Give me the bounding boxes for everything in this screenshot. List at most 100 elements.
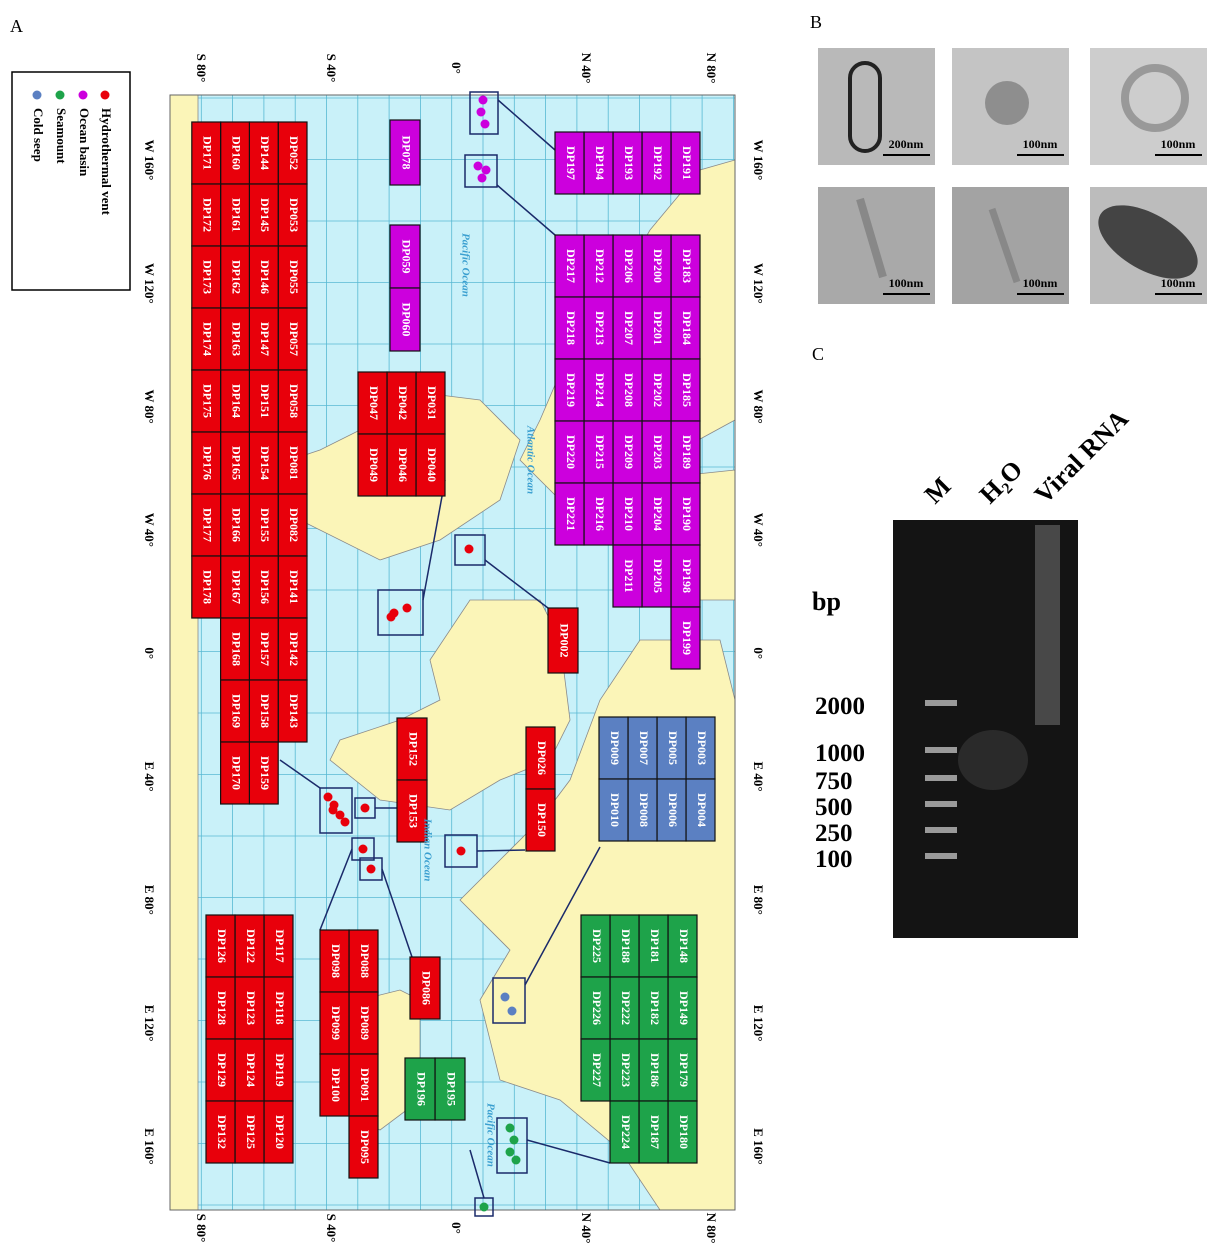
gel-band <box>925 853 957 859</box>
sample-id: DP046 <box>396 448 410 482</box>
sample-box: DP185 <box>671 359 700 421</box>
sample-id: DP167 <box>229 570 243 604</box>
sample-id: DP199 <box>680 621 694 655</box>
sample-id: DP082 <box>287 508 301 542</box>
sample-id: DP081 <box>287 446 301 480</box>
sample-id: DP182 <box>648 991 662 1025</box>
lon-label: E 120° <box>751 1005 766 1042</box>
sample-box: DP194 <box>584 132 613 194</box>
sample-box: DP197 <box>555 132 584 194</box>
sample-id: DP005 <box>666 731 680 765</box>
sample-box: DP166 <box>221 494 250 556</box>
sample-box: DP156 <box>249 556 278 618</box>
sample-id: DP047 <box>367 386 381 420</box>
sample-id: DP142 <box>287 632 301 666</box>
sample-id: DP049 <box>367 448 381 482</box>
sample-id: DP098 <box>329 944 343 978</box>
sample-box: DP204 <box>642 483 671 545</box>
gel-smear <box>1035 525 1060 725</box>
sample-id: DP144 <box>258 136 272 170</box>
sample-box: DP145 <box>249 184 278 246</box>
sample-box: DP049 <box>358 434 387 496</box>
lon-label: E 120° <box>142 1005 157 1042</box>
scale-label: 100nm <box>1161 276 1196 290</box>
sample-box: DP010 <box>599 779 628 841</box>
sample-id: DP010 <box>608 793 622 827</box>
sample-id: DP221 <box>564 497 578 531</box>
sample-id: DP181 <box>648 929 662 963</box>
sample-box: DP171 <box>192 122 221 184</box>
site-dot <box>506 1148 515 1157</box>
site-dot <box>341 818 350 827</box>
lat-label: S 40° <box>324 54 339 83</box>
sample-id: DP202 <box>651 373 665 407</box>
sample-id: DP031 <box>425 386 439 420</box>
sample-box: DP155 <box>249 494 278 556</box>
lat-label: N 80° <box>704 1213 719 1244</box>
sample-box: DP161 <box>221 184 250 246</box>
sample-box: DP179 <box>668 1039 697 1101</box>
sample-box: DP157 <box>249 618 278 680</box>
sample-id: DP006 <box>666 793 680 827</box>
sample-id: DP157 <box>258 632 272 666</box>
sample-box: DP141 <box>278 556 307 618</box>
sample-box: DP168 <box>221 618 250 680</box>
sample-box: DP184 <box>671 297 700 359</box>
size-label: 750 <box>815 768 853 795</box>
sample-box: DP004 <box>686 779 715 841</box>
sample-id: DP190 <box>680 497 694 531</box>
sample-box: DP151 <box>249 370 278 432</box>
sample-box: DP176 <box>192 432 221 494</box>
sample-box: DP095 <box>349 1116 378 1178</box>
sample-box: DP210 <box>613 483 642 545</box>
lon-label: E 80° <box>142 885 157 915</box>
sample-box: DP040 <box>416 434 445 496</box>
sample-id: DP122 <box>244 929 258 963</box>
sample-id: DP120 <box>273 1115 287 1149</box>
sample-box: DP163 <box>221 308 250 370</box>
sample-id: DP126 <box>215 929 229 963</box>
sample-id: DP218 <box>564 311 578 345</box>
sample-id: DP119 <box>273 1053 287 1086</box>
sample-id: DP128 <box>215 991 229 1025</box>
sample-box: DP146 <box>249 246 278 308</box>
sample-id: DP132 <box>215 1115 229 1149</box>
sample-id: DP204 <box>651 497 665 531</box>
sample-box: DP091 <box>349 1054 378 1116</box>
sample-box: DP132 <box>206 1101 235 1163</box>
sample-box: DP078 <box>390 120 420 185</box>
legend-label: Ocean basin <box>77 108 92 177</box>
sample-box: DP181 <box>639 915 668 977</box>
sample-id: DP211 <box>622 559 636 592</box>
sample-id: DP058 <box>287 384 301 418</box>
sample-id: DP222 <box>619 991 633 1025</box>
sample-id: DP175 <box>200 384 214 418</box>
site-dot <box>367 865 376 874</box>
sample-id: DP212 <box>593 249 607 283</box>
site-dot <box>477 108 486 117</box>
sample-id: DP223 <box>619 1053 633 1087</box>
sample-id: DP117 <box>273 929 287 962</box>
sample-id: DP178 <box>200 570 214 604</box>
sample-box: DP128 <box>206 977 235 1039</box>
sample-id: DP095 <box>358 1130 372 1164</box>
sample-box: DP031 <box>416 372 445 434</box>
sample-box: DP143 <box>278 680 307 742</box>
site-dot <box>479 96 488 105</box>
sample-box: DP167 <box>221 556 250 618</box>
sample-id: DP180 <box>677 1115 691 1149</box>
sample-box: DP186 <box>639 1039 668 1101</box>
sample-box: DP120 <box>264 1101 293 1163</box>
sample-id: DP209 <box>622 435 636 469</box>
lon-label: W 80° <box>751 389 766 423</box>
sample-id: DP161 <box>229 198 243 232</box>
sample-id: DP169 <box>229 694 243 728</box>
sample-id: DP193 <box>622 146 636 180</box>
lon-label: E 160° <box>142 1128 157 1165</box>
sample-box: DP119 <box>264 1039 293 1101</box>
sample-id: DP160 <box>229 136 243 170</box>
sample-box: DP165 <box>221 432 250 494</box>
sample-id: DP088 <box>358 944 372 978</box>
sample-box: DP053 <box>278 184 307 246</box>
sample-box: DP003 <box>686 717 715 779</box>
